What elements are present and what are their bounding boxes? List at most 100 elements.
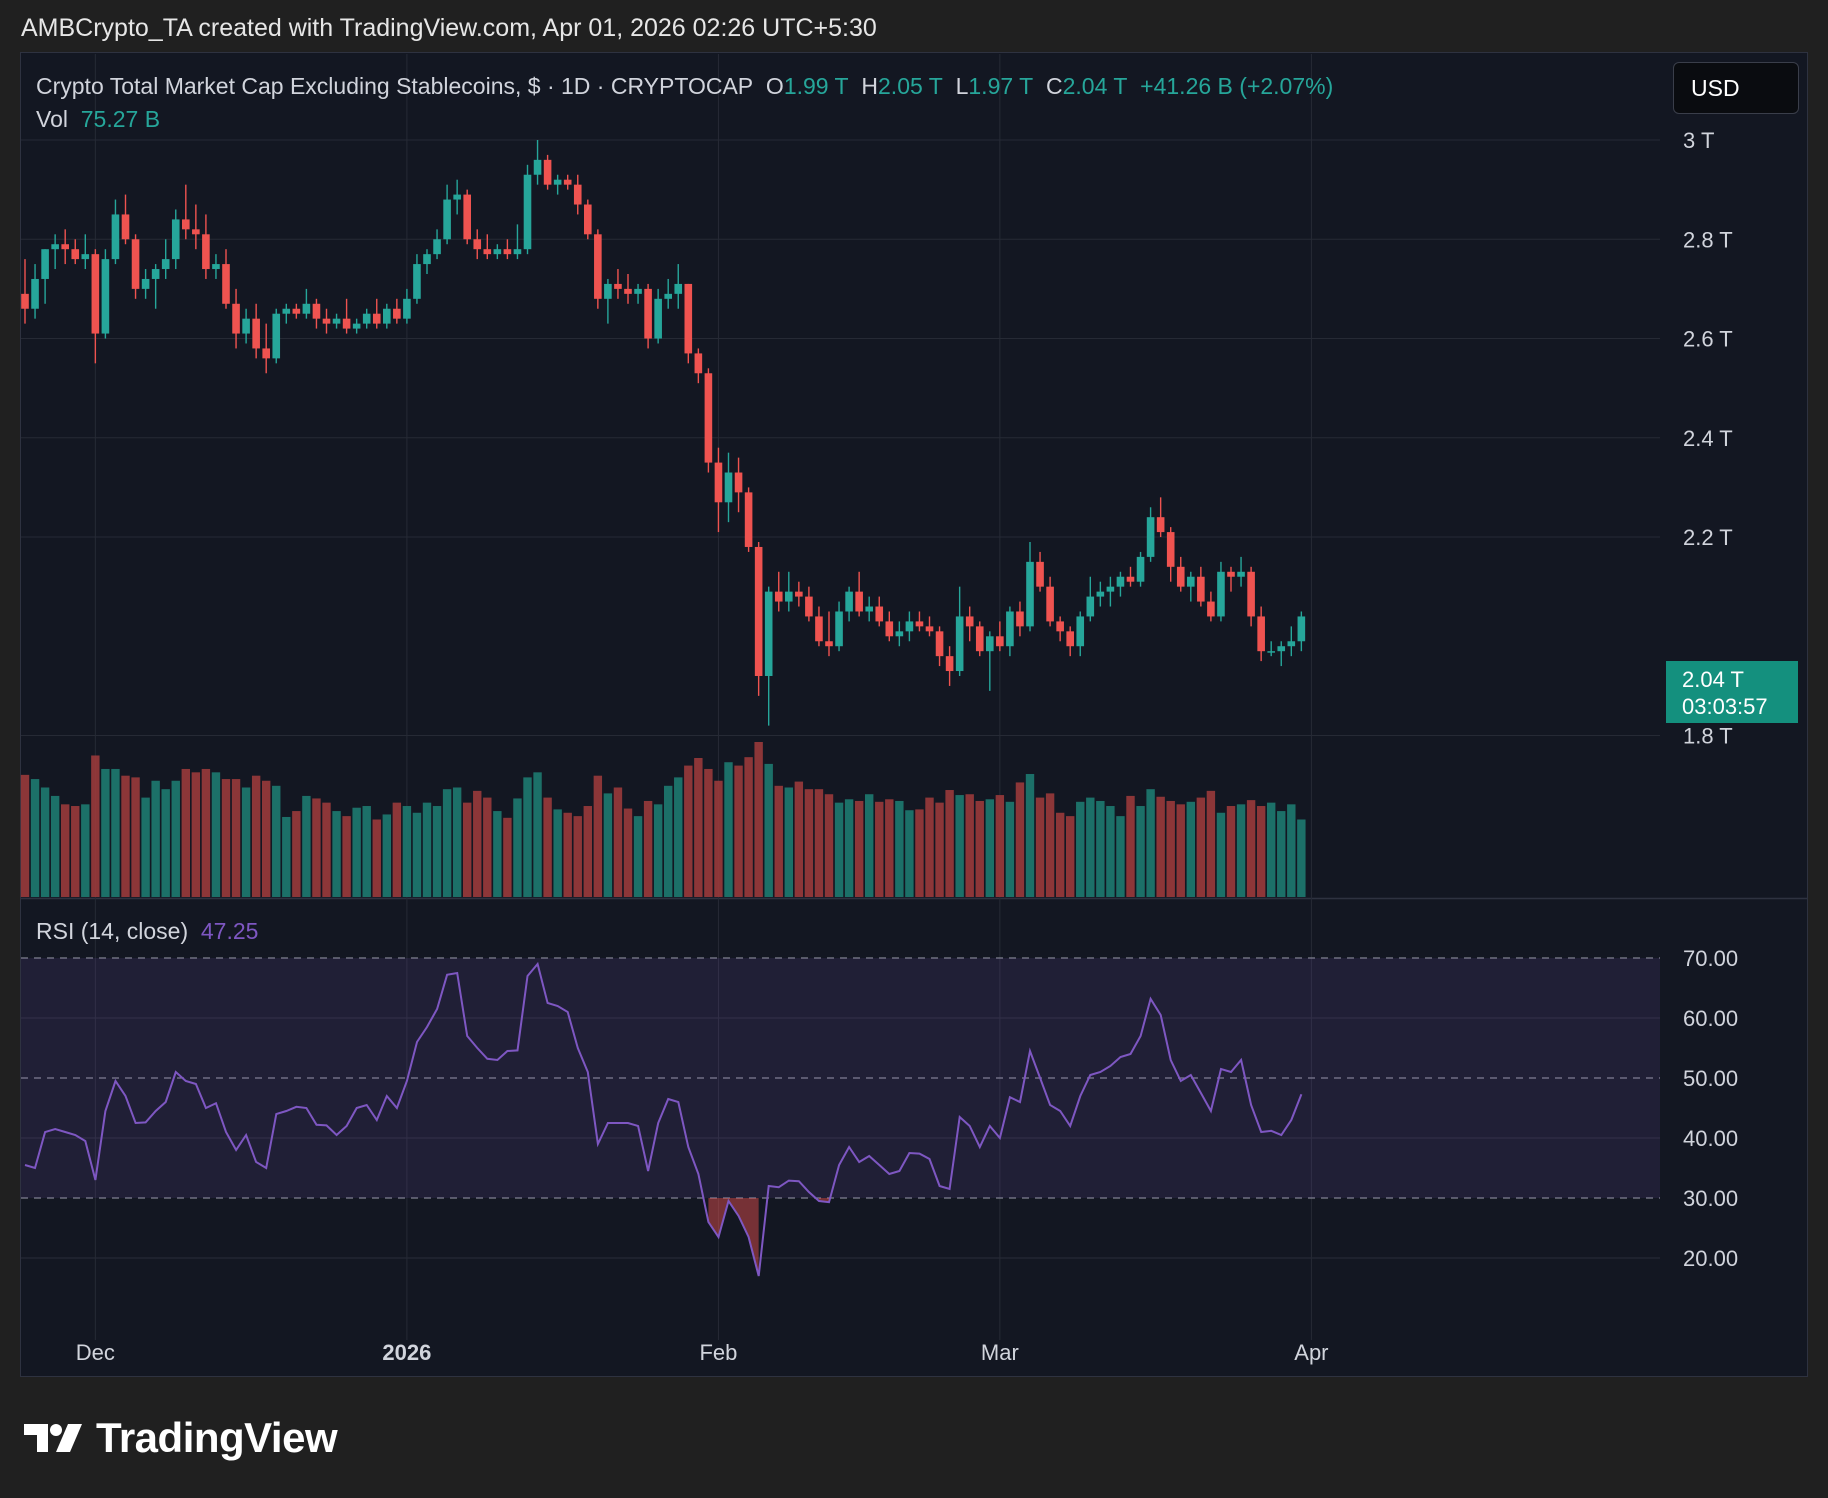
volume-bar	[1116, 816, 1125, 897]
candle-body	[553, 179, 562, 185]
volume-bar	[653, 804, 663, 897]
volume-bar	[623, 808, 633, 897]
candle-body	[111, 214, 120, 260]
volume-bar	[1236, 804, 1246, 897]
volume-bar	[824, 794, 834, 897]
candle-body	[322, 318, 331, 324]
candle-body	[1156, 517, 1165, 533]
candle-body	[101, 259, 110, 334]
volume-bar	[633, 816, 643, 897]
volume-bar	[402, 806, 412, 897]
volume-bar	[382, 814, 391, 897]
candle-body	[1187, 576, 1195, 587]
rsi-tick-label: 70.00	[1683, 946, 1738, 971]
candle-body	[503, 249, 512, 255]
volume-bar	[503, 817, 512, 897]
candle-body	[584, 204, 592, 235]
candle-body	[1197, 576, 1205, 602]
candle-body	[473, 239, 482, 250]
close-label: C	[1045, 73, 1063, 99]
candle-body	[342, 318, 351, 329]
high-label: H	[861, 73, 879, 99]
candles	[21, 140, 1306, 726]
candle-body	[614, 283, 622, 289]
candle-body	[875, 606, 884, 622]
open-value: 1.99 T	[783, 73, 849, 99]
volume-bar	[523, 777, 532, 897]
candle-body	[232, 303, 240, 334]
x-tick-label: Feb	[699, 1340, 737, 1365]
volume-bar	[553, 809, 562, 897]
candle-body	[644, 288, 652, 339]
candle-body	[222, 264, 230, 304]
volume-bar	[1267, 802, 1276, 897]
candle-body	[433, 239, 441, 255]
candle-body	[443, 199, 451, 240]
candle-body	[885, 621, 894, 637]
candle-body	[1257, 616, 1265, 652]
candle-body	[955, 616, 964, 672]
volume-bar	[643, 800, 653, 897]
x-tick-label: 2026	[382, 1340, 431, 1365]
candle-body	[423, 254, 431, 265]
candle-body	[1126, 576, 1135, 582]
rsi-value: 47.25	[200, 918, 259, 944]
volume-bar	[372, 819, 381, 897]
chart-frame[interactable]	[20, 52, 1808, 1377]
price-tick-label: 2.8 T	[1683, 227, 1733, 252]
volume-bar	[1206, 790, 1216, 897]
candle-body	[212, 264, 220, 270]
volume-bar	[241, 787, 251, 897]
price-legend: Crypto Total Market Cap Excluding Stable…	[36, 73, 1333, 100]
candle-body	[895, 631, 904, 637]
volume-bar	[452, 787, 462, 897]
open-label: O	[765, 73, 784, 99]
volume-bar	[533, 772, 542, 897]
volume-bar	[784, 787, 793, 897]
volume-bar	[161, 789, 170, 897]
volume-bar	[352, 807, 361, 897]
volume-bar	[724, 762, 733, 897]
volume-bar	[1025, 774, 1035, 897]
volume-bar	[181, 768, 190, 897]
candle-body	[1247, 571, 1255, 617]
high-value: 2.05 T	[878, 73, 943, 99]
volume-bar	[1126, 795, 1135, 897]
currency-button[interactable]: USD	[1673, 62, 1799, 114]
candle-body	[925, 626, 934, 632]
candle-body	[131, 239, 140, 289]
volume-bar	[804, 789, 814, 897]
volume-bar	[1256, 806, 1266, 897]
volume-bar	[111, 768, 120, 897]
candle-body	[81, 254, 90, 260]
volume-bar	[935, 802, 944, 897]
volume-bar	[1045, 793, 1055, 897]
volume-bar	[754, 742, 763, 897]
candle-body	[1116, 576, 1125, 587]
volume-bar	[704, 768, 713, 897]
volume-bar	[322, 802, 331, 897]
volume-bar	[81, 804, 90, 897]
volume-bar	[221, 779, 231, 897]
candle-body	[91, 254, 100, 334]
rsi-label: RSI (14, close)	[36, 918, 189, 944]
candle-body	[915, 621, 924, 627]
candle-body	[734, 472, 743, 493]
volume-bar	[1156, 796, 1165, 897]
candle-body	[242, 318, 250, 334]
candle-body	[975, 626, 984, 652]
candle-body	[905, 621, 914, 632]
volume-bar	[1005, 801, 1015, 897]
volume-bar	[734, 765, 743, 897]
candle-body	[141, 278, 150, 289]
candle-body	[383, 308, 391, 324]
volume-bar	[1106, 806, 1115, 897]
rsi-pane	[21, 958, 1660, 1277]
volume-label: Vol	[36, 106, 68, 132]
volume-bar	[171, 780, 180, 897]
candle-body	[192, 229, 200, 235]
candle-body	[41, 249, 49, 279]
low-value: 1.97 T	[968, 73, 1034, 99]
volume-bar	[30, 779, 40, 897]
